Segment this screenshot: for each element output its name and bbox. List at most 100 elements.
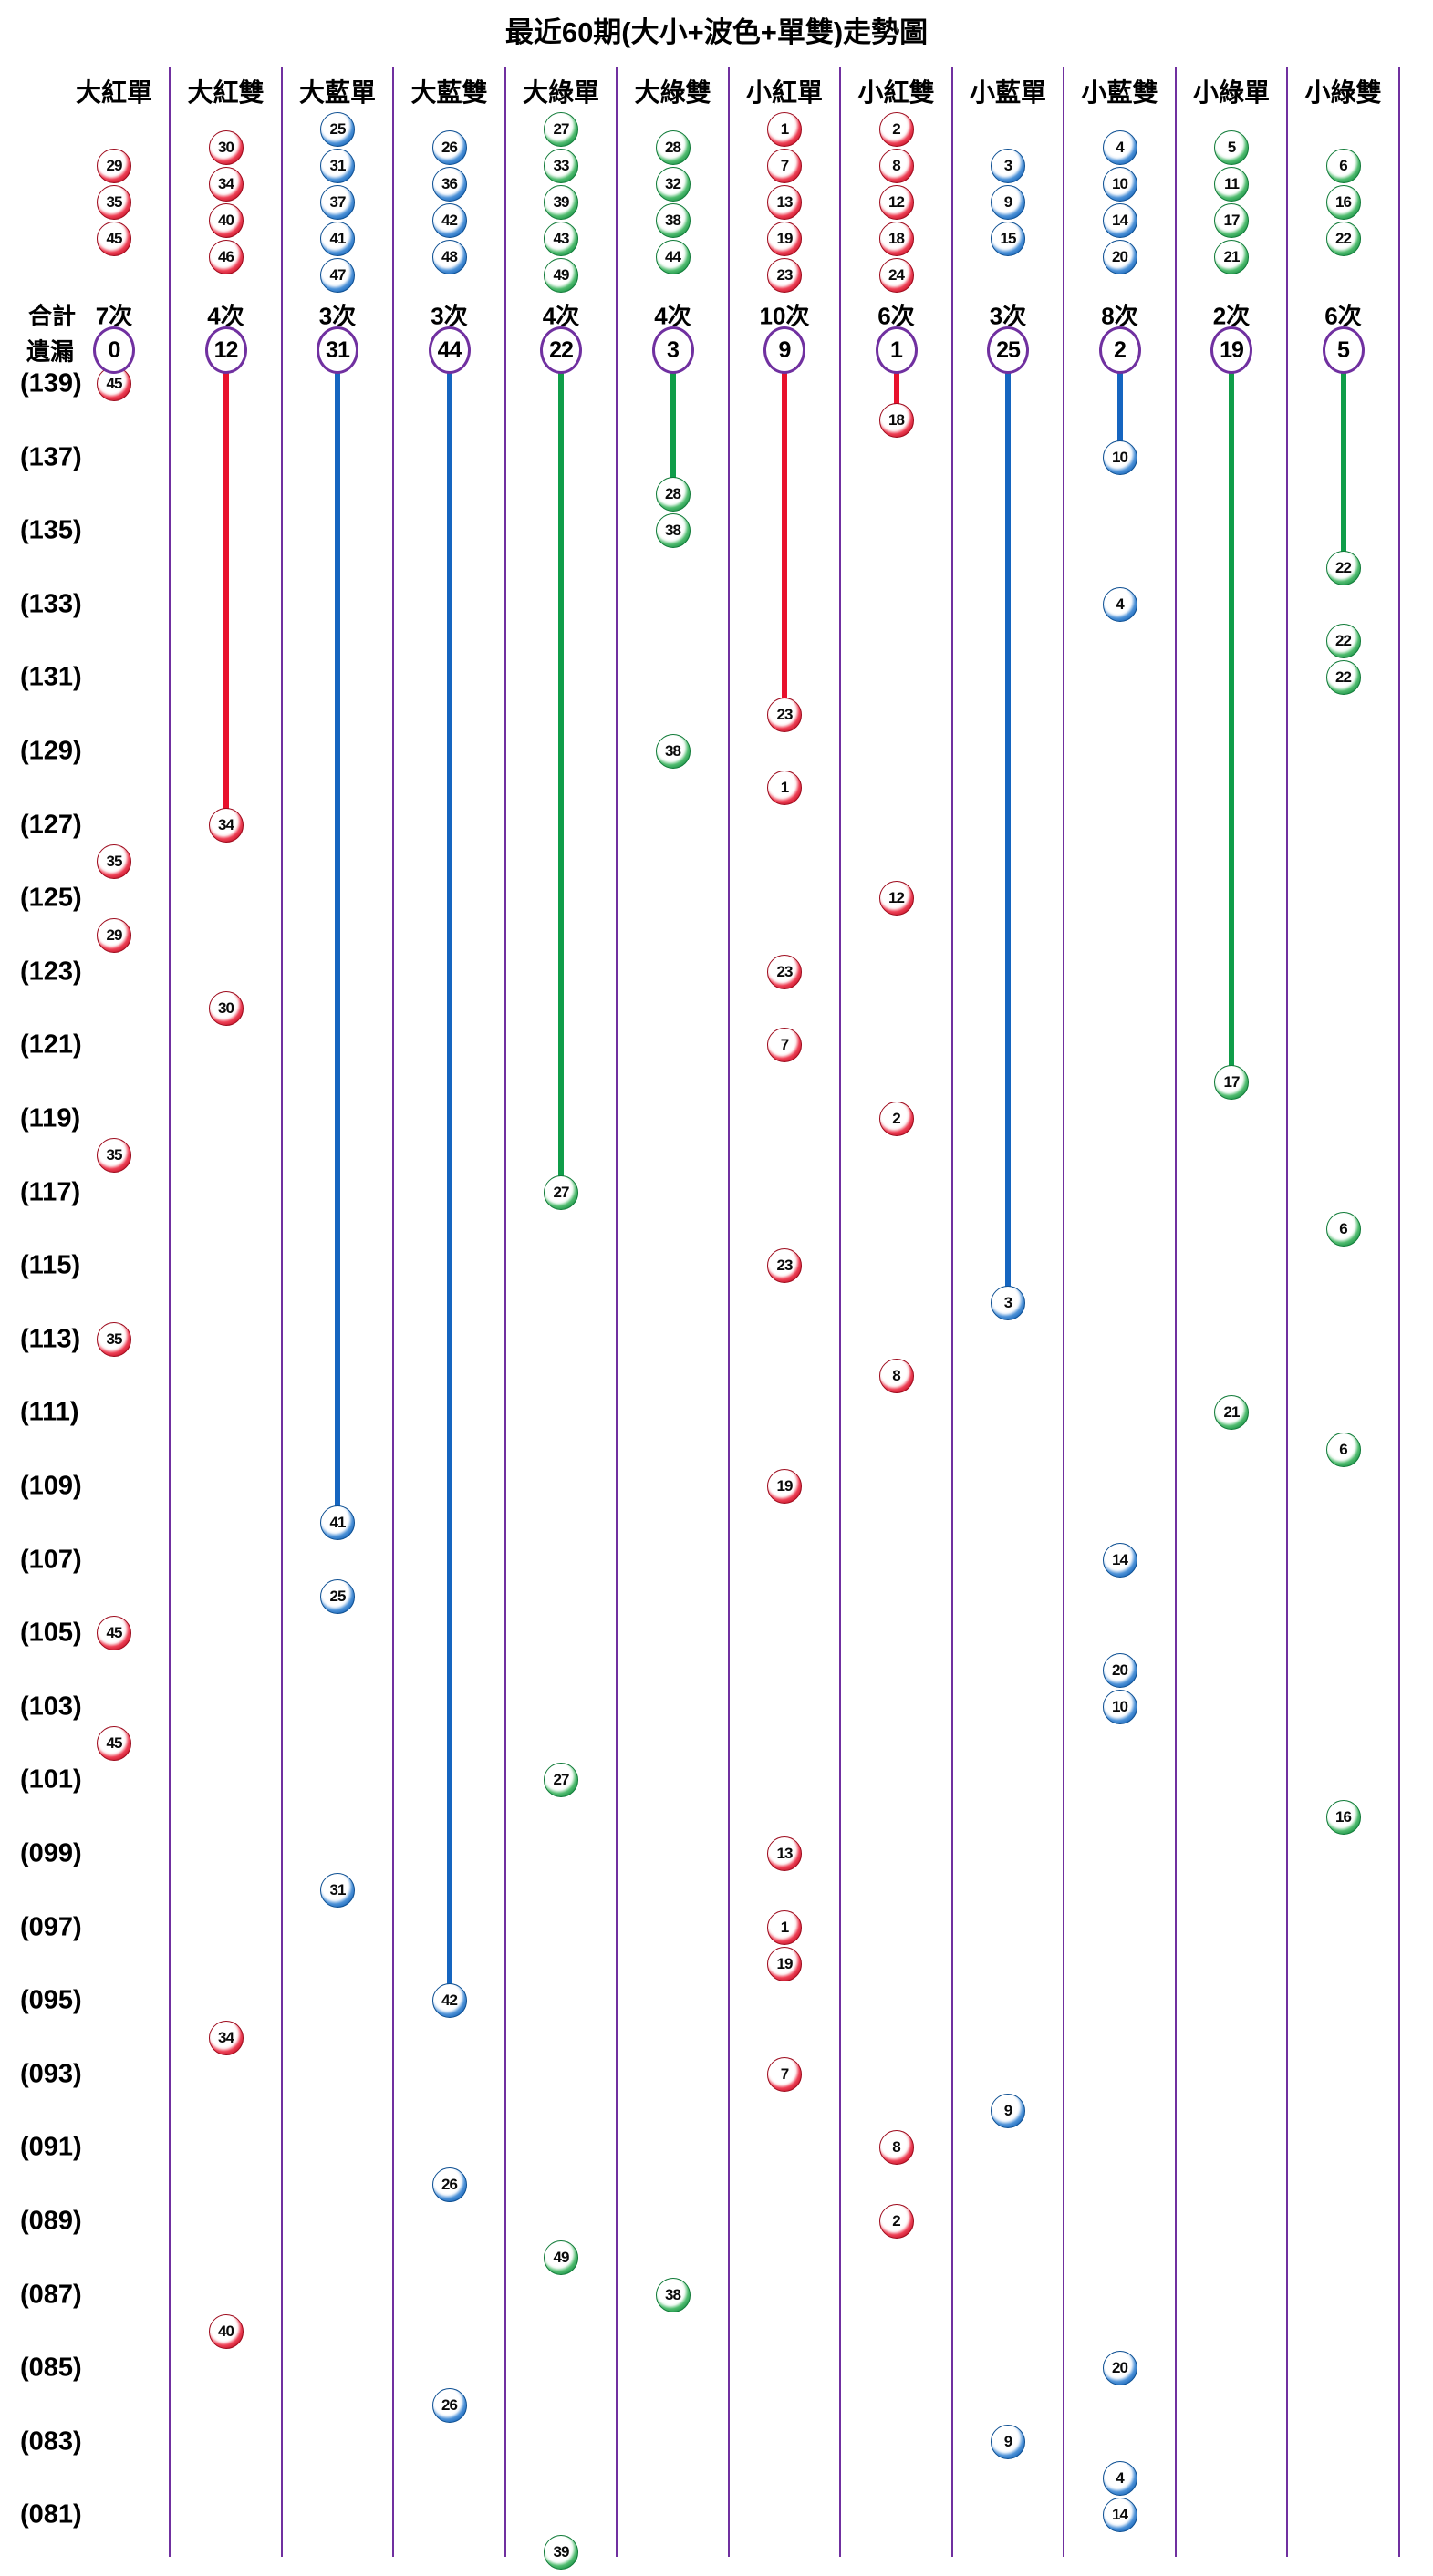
- draw-ball: 22: [1325, 550, 1361, 585]
- column-separator: [727, 67, 730, 2557]
- pool-ball: 37: [320, 185, 355, 220]
- draw-ball: 27: [544, 1763, 578, 1798]
- period-label: (107): [20, 1545, 82, 1575]
- total-count: 6次: [1324, 302, 1362, 330]
- column-separator: [169, 67, 171, 2557]
- period-label: (095): [20, 1985, 82, 2015]
- pool-ball: 15: [991, 222, 1025, 256]
- total-count: 3次: [431, 302, 468, 330]
- streak-line: [223, 368, 229, 825]
- draw-ball: 6: [1325, 1432, 1361, 1467]
- period-label: (103): [20, 1691, 82, 1722]
- pool-ball: 30: [208, 130, 244, 165]
- draw-ball: 7: [767, 1028, 802, 1063]
- column-separator: [392, 67, 395, 2557]
- miss-count-circle: 31: [317, 326, 358, 374]
- draw-ball: 22: [1325, 660, 1361, 696]
- streak-line: [1005, 368, 1011, 1303]
- draw-ball: 29: [97, 917, 131, 953]
- pool-ball: 8: [878, 149, 914, 183]
- column-separator: [839, 67, 842, 2557]
- pool-ball: 6: [1325, 149, 1361, 183]
- pool-ball: 38: [655, 203, 691, 238]
- total-count: 10次: [759, 302, 810, 330]
- pool-ball: 11: [1214, 167, 1249, 202]
- draw-ball: 49: [544, 2240, 578, 2276]
- period-label: (133): [20, 589, 82, 619]
- miss-count-circle: 44: [428, 326, 471, 374]
- draw-ball: 4: [1102, 586, 1137, 622]
- period-label: (087): [20, 2280, 82, 2310]
- draw-ball: 14: [1102, 2498, 1137, 2533]
- draw-ball: 6: [1325, 1211, 1361, 1247]
- total-count: 4次: [207, 302, 244, 330]
- pool-ball: 31: [320, 149, 355, 183]
- draw-ball: 14: [1102, 1542, 1137, 1578]
- pool-ball: 5: [1214, 130, 1249, 165]
- pool-ball: 48: [431, 240, 467, 274]
- pool-ball: 25: [320, 112, 355, 147]
- draw-ball: 16: [1325, 1799, 1361, 1835]
- draw-ball: 45: [97, 1616, 131, 1651]
- miss-count-circle: 19: [1210, 326, 1252, 374]
- draw-ball: 27: [544, 1174, 578, 1210]
- draw-ball: 20: [1102, 2351, 1137, 2386]
- streak-line: [558, 368, 564, 1193]
- total-count: 6次: [877, 302, 915, 330]
- draw-ball: 17: [1214, 1064, 1249, 1100]
- draw-ball: 1: [767, 771, 802, 806]
- period-label: (097): [20, 1912, 82, 1942]
- miss-row-label: 遺漏: [26, 337, 75, 366]
- column-header: 大綠雙: [634, 78, 711, 107]
- draw-ball: 22: [1325, 624, 1361, 659]
- total-row-label: 合計: [27, 302, 77, 330]
- draw-ball: 23: [767, 1248, 802, 1284]
- period-label: (105): [20, 1618, 82, 1648]
- column-header: 大紅單: [75, 78, 153, 107]
- pool-ball: 32: [655, 167, 691, 202]
- draw-ball: 4: [1102, 2461, 1137, 2497]
- period-label: (111): [20, 1397, 79, 1427]
- streak-line: [1229, 368, 1234, 1082]
- column-header: 大藍雙: [410, 78, 488, 107]
- draw-ball: 34: [208, 2020, 244, 2055]
- pool-ball: 19: [767, 222, 802, 256]
- pool-ball: 1: [767, 112, 802, 147]
- draw-ball: 34: [208, 807, 244, 843]
- period-label: (083): [20, 2426, 82, 2457]
- period-label: (099): [20, 1838, 82, 1868]
- pool-ball: 4: [1102, 130, 1137, 165]
- miss-count-circle: 12: [204, 326, 247, 374]
- period-label: (137): [20, 442, 82, 472]
- column-separator: [280, 67, 283, 2557]
- period-label: (123): [20, 957, 82, 987]
- draw-ball: 38: [655, 2277, 691, 2312]
- column-header: 小紅單: [745, 78, 824, 107]
- pool-ball: 12: [878, 185, 914, 220]
- column-header: 小綠單: [1192, 78, 1271, 107]
- draw-ball: 35: [97, 843, 131, 879]
- pool-ball: 39: [544, 185, 578, 220]
- period-label: (089): [20, 2206, 82, 2236]
- pool-ball: 35: [97, 185, 131, 220]
- pool-ball: 34: [208, 167, 244, 202]
- column-header: 大紅雙: [187, 78, 265, 107]
- column-separator: [1174, 67, 1177, 2557]
- total-count: 3次: [318, 302, 357, 330]
- period-label: (131): [20, 662, 82, 692]
- column-header: 小綠雙: [1304, 78, 1382, 107]
- period-label: (117): [20, 1177, 81, 1207]
- draw-ball: 28: [655, 476, 691, 512]
- pool-ball: 29: [97, 149, 131, 183]
- draw-ball: 38: [655, 513, 691, 549]
- pool-ball: 16: [1325, 185, 1361, 220]
- period-label: (115): [20, 1250, 81, 1280]
- pool-ball: 49: [544, 258, 578, 293]
- draw-ball: 35: [97, 1138, 131, 1174]
- miss-count-circle: 9: [763, 326, 805, 374]
- pool-ball: 7: [767, 149, 802, 183]
- pool-ball: 23: [767, 258, 802, 293]
- pool-ball: 2: [878, 112, 914, 147]
- pool-ball: 43: [544, 222, 578, 256]
